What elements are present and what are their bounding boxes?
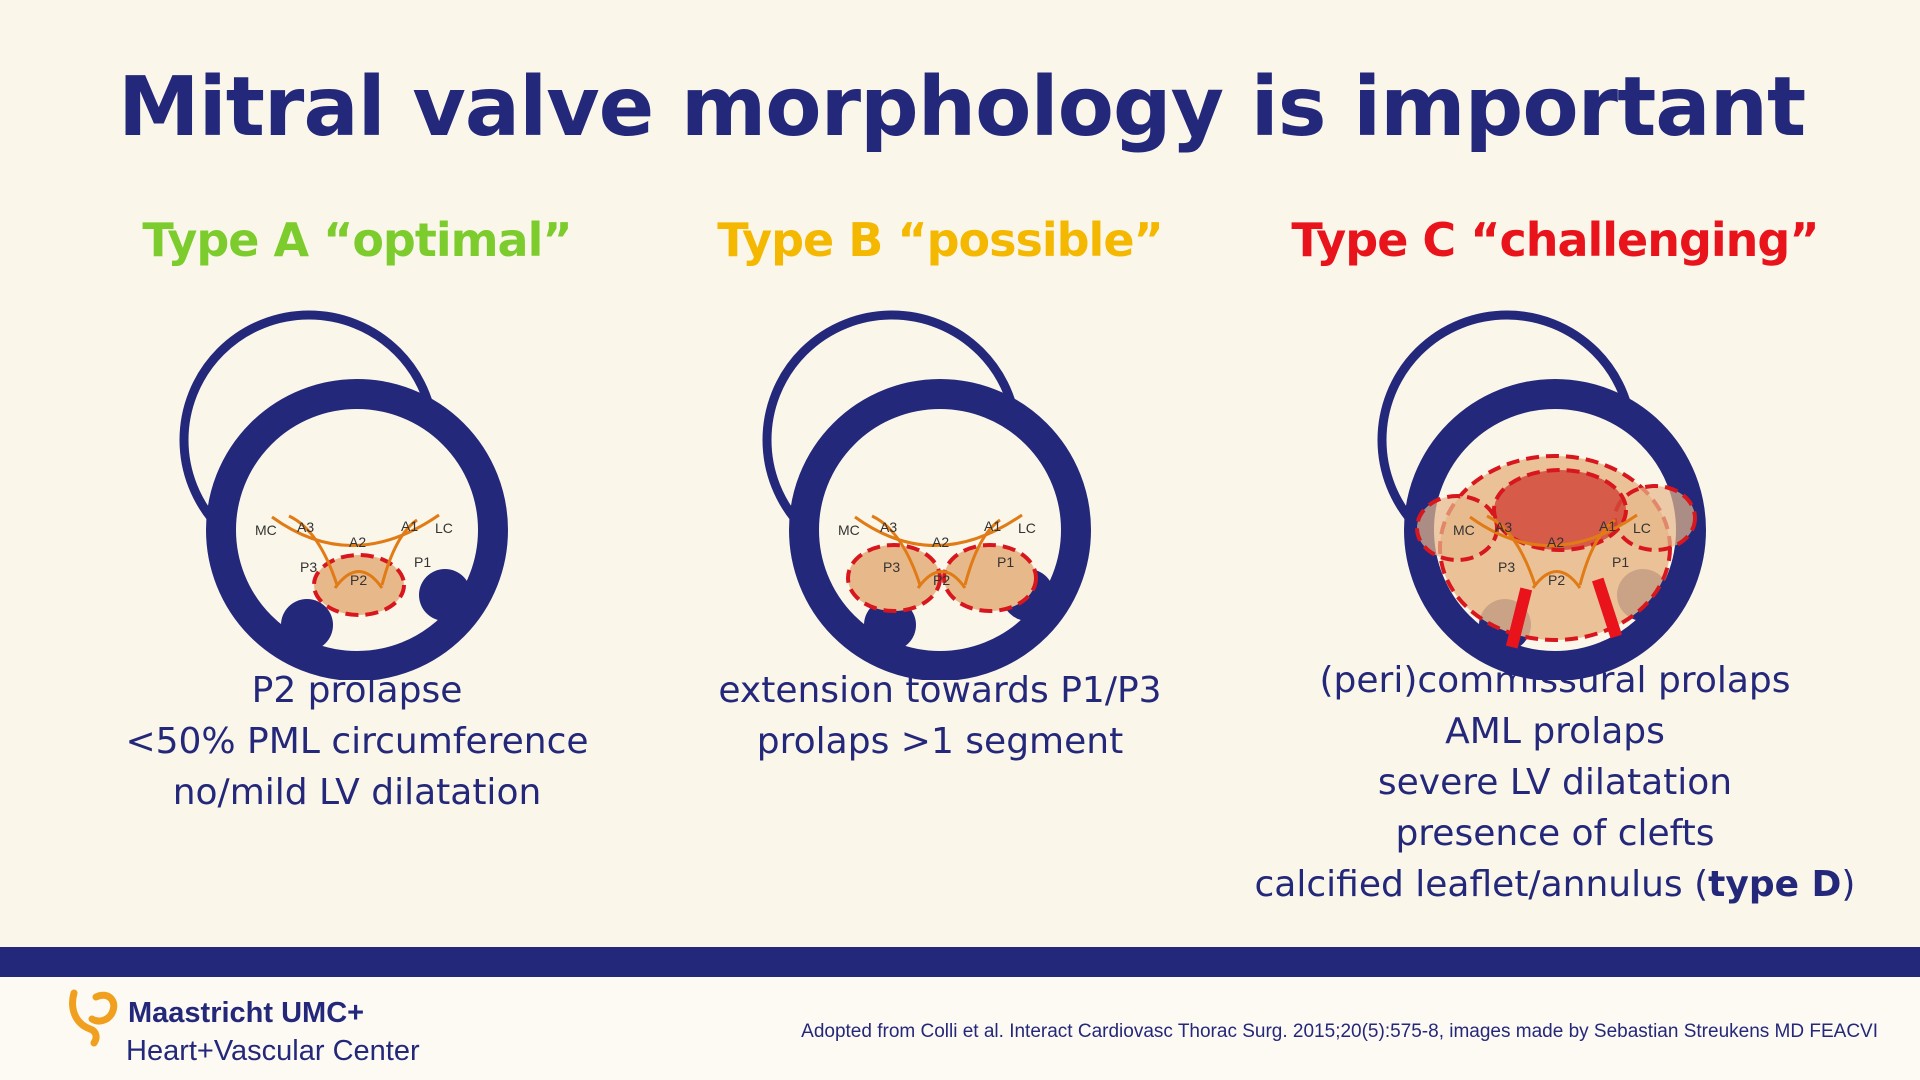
type-b-heading: Type B “possible” <box>717 213 1164 267</box>
source-citation: Adopted from Colli et al. Interact Cardi… <box>801 1021 1878 1042</box>
criteria-line: (peri)commissural prolaps <box>1319 660 1791 701</box>
type-b-valve-diagram: MC A3 A2 A1 LC P3 P2 P1 <box>762 310 1091 680</box>
aml-prolapse-zone <box>1492 468 1628 552</box>
type-c-criteria: (peri)commissural prolaps AML prolaps se… <box>1245 655 1865 910</box>
label-a3: A3 <box>880 519 897 535</box>
footer: Maastricht UMC+ Heart+Vascular Center Ad… <box>0 977 1920 1080</box>
criteria-text: ) <box>1841 864 1856 905</box>
criteria-text: calcified leaflet/annulus ( <box>1254 864 1709 905</box>
papillary-left <box>864 599 916 651</box>
label-lc: LC <box>435 520 453 536</box>
label-mc: MC <box>255 522 277 538</box>
leaflet-lines <box>271 513 440 589</box>
label-p3: P3 <box>1498 559 1515 575</box>
label-p2: P2 <box>1548 572 1565 588</box>
label-a1: A1 <box>984 518 1001 534</box>
label-p1: P1 <box>997 554 1014 570</box>
criteria-line-type-d: calcified leaflet/annulus (type D) <box>1245 859 1865 910</box>
label-p3: P3 <box>883 559 900 575</box>
label-p2: P2 <box>350 572 367 588</box>
p3-prolapse-zone <box>846 543 942 613</box>
p1-prolapse-zone <box>942 543 1038 613</box>
criteria-line: P2 prolapse <box>251 670 463 711</box>
criteria-line: no/mild LV dilatation <box>172 772 542 813</box>
leaflet-lines <box>1469 513 1638 589</box>
heart-logo-icon <box>69 989 118 1047</box>
footer-divider-bar <box>0 947 1920 977</box>
calcification-bar-left <box>1505 587 1533 649</box>
type-a-valve-diagram: MC A3 A2 A1 LC P3 P2 P1 <box>179 310 508 680</box>
type-a-heading: Type A “optimal” <box>142 213 572 267</box>
criteria-line: AML prolaps <box>1445 711 1665 752</box>
lateral-commissure-zone <box>1613 484 1697 552</box>
criteria-line: prolaps >1 segment <box>756 721 1124 762</box>
criteria-line: severe LV dilatation <box>1377 762 1733 803</box>
criteria-line: extension towards P1/P3 <box>718 670 1162 711</box>
type-b-criteria: extension towards P1/P3 prolaps >1 segme… <box>630 665 1250 767</box>
type-a-column: Type A “optimal” MC A3 A2 A1 LC P3 P2 P1 <box>47 210 667 813</box>
label-p1: P1 <box>1612 554 1629 570</box>
type-d-label: type D <box>1708 864 1842 905</box>
label-a2: A2 <box>932 534 949 550</box>
brand-name: Maastricht UMC+ <box>128 997 365 1029</box>
p2-prolapse-zone <box>312 553 406 617</box>
label-a1: A1 <box>401 518 418 534</box>
type-c-column: Type C “challenging” MC A3 A2 A1 LC P3 <box>1245 210 1865 905</box>
type-c-heading: Type C “challenging” <box>1291 213 1819 267</box>
papillary-left <box>281 599 333 651</box>
annulus-ring <box>206 379 508 680</box>
label-lc: LC <box>1018 520 1036 536</box>
slide-title: Mitral valve morphology is important <box>118 60 1806 155</box>
label-a3: A3 <box>1495 519 1512 535</box>
type-b-column: Type B “possible” MC A3 A2 A1 LC P3 P2 P… <box>630 210 1250 762</box>
criteria-line: <50% PML circumference <box>125 721 589 762</box>
papillary-right <box>419 569 471 621</box>
medial-commissure-zone <box>1415 494 1499 562</box>
label-p1: P1 <box>414 554 431 570</box>
label-p3: P3 <box>300 559 317 575</box>
label-a2: A2 <box>349 534 366 550</box>
label-mc: MC <box>1453 522 1475 538</box>
criteria-line: presence of clefts <box>1395 813 1715 854</box>
type-a-criteria: P2 prolapse <50% PML circumference no/mi… <box>47 665 667 818</box>
label-lc: LC <box>1633 520 1651 536</box>
label-a1: A1 <box>1599 518 1616 534</box>
label-a3: A3 <box>297 519 314 535</box>
brand-subtitle: Heart+Vascular Center <box>126 1035 420 1067</box>
label-p2: P2 <box>933 572 950 588</box>
type-c-valve-diagram: MC A3 A2 A1 LC P3 P2 P1 <box>1377 310 1706 680</box>
label-mc: MC <box>838 522 860 538</box>
label-a2: A2 <box>1547 534 1564 550</box>
annulus-ring <box>789 379 1091 680</box>
calcification-bar-right <box>1592 577 1622 639</box>
leaflet-lines <box>854 513 1023 589</box>
